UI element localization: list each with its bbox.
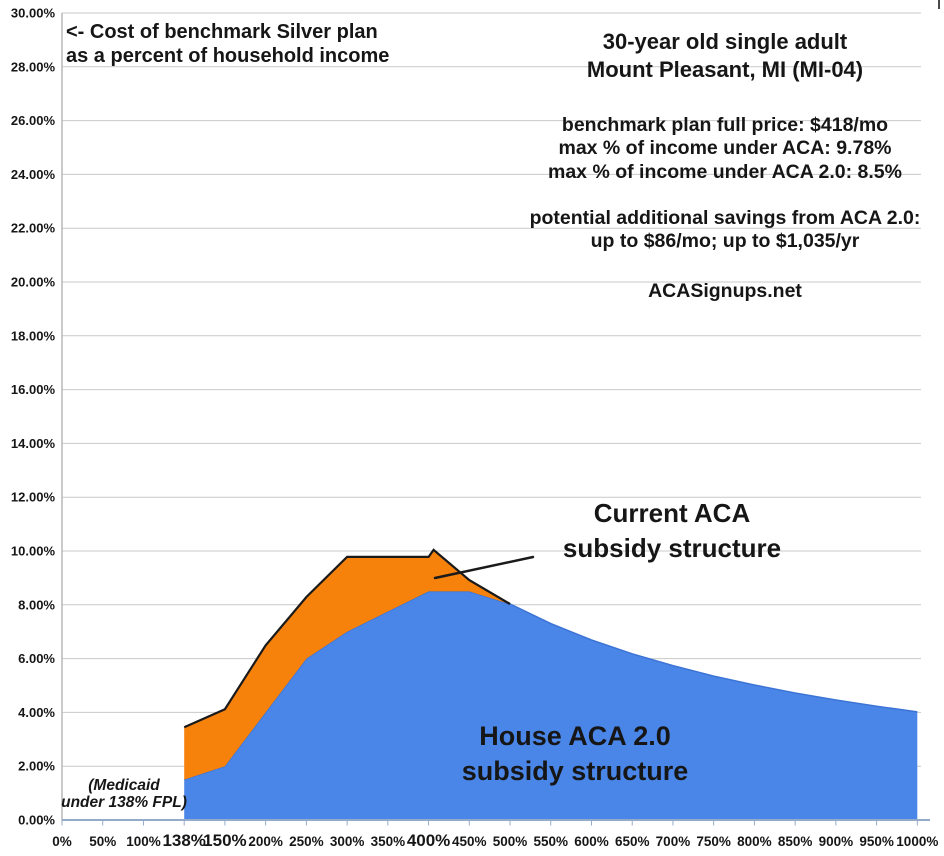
x-axis-label: 550% bbox=[533, 834, 568, 849]
x-axis-label: 650% bbox=[615, 834, 650, 849]
y-axis-label: 20.00% bbox=[11, 275, 56, 290]
x-axis-label: 500% bbox=[493, 834, 528, 849]
medicaid-note-line1: (Medicaid bbox=[88, 777, 160, 794]
savings-note: potential additional savings from ACA 2.… bbox=[475, 207, 944, 254]
y-axis-label: 12.00% bbox=[11, 490, 56, 505]
y-axis-label: 8.00% bbox=[18, 597, 55, 612]
x-axis-label: 900% bbox=[819, 834, 854, 849]
x-axis-label: 250% bbox=[289, 834, 324, 849]
y-axis-label: 10.00% bbox=[11, 544, 56, 559]
x-axis-label: 200% bbox=[248, 834, 283, 849]
max-pct-aca2-line: max % of income under ACA 2.0: 8.5% bbox=[548, 160, 902, 183]
medicaid-note-line2: under 138% FPL) bbox=[61, 794, 187, 812]
current-aca-area-label-line2: subsidy structure bbox=[562, 532, 782, 563]
x-axis-label: 750% bbox=[696, 834, 731, 849]
current-aca-callout-line bbox=[433, 555, 535, 580]
chart-title-line1: 30-year old single adult bbox=[602, 29, 848, 54]
y-axis-description-line1: <- Cost of benchmark Silver plan bbox=[66, 21, 378, 43]
source-attribution: ACASignups.net bbox=[648, 280, 802, 302]
y-axis-label: 16.00% bbox=[11, 382, 56, 397]
y-axis-label: 24.00% bbox=[11, 167, 56, 182]
y-axis-label: 18.00% bbox=[11, 328, 56, 343]
y-axis-label: 2.00% bbox=[18, 759, 55, 774]
chart-title: 30-year old single adult Mount Pleasant,… bbox=[505, 28, 944, 84]
x-axis-label: 138% bbox=[162, 831, 205, 850]
x-axis-label: 50% bbox=[89, 834, 116, 849]
benchmark-price-line: benchmark plan full price: $418/mo bbox=[561, 114, 889, 136]
x-axis-label: 800% bbox=[737, 834, 772, 849]
y-axis-label: 14.00% bbox=[11, 436, 56, 451]
medicaid-note: (Medicaid under 138% FPL) bbox=[44, 777, 204, 811]
y-axis-label: 28.00% bbox=[11, 59, 56, 74]
plan-details: benchmark plan full price: $418/mo max %… bbox=[475, 114, 944, 184]
y-axis-description-line2: as a percent of household income bbox=[66, 45, 390, 68]
x-axis-label: 400% bbox=[407, 831, 450, 850]
max-pct-aca-line: max % of income under ACA: 9.78% bbox=[558, 137, 892, 160]
y-axis-label: 4.00% bbox=[18, 705, 55, 720]
x-axis-label: 700% bbox=[656, 834, 691, 849]
x-axis-label: 450% bbox=[452, 834, 487, 849]
house-aca-area-label-line2: subsidy structure bbox=[461, 756, 689, 787]
house-aca-area-label: House ACA 2.0 subsidy structure bbox=[390, 719, 760, 789]
area-house-aca bbox=[184, 591, 918, 820]
x-axis-label: 350% bbox=[371, 834, 406, 849]
savings-note-line2: up to $86/mo; up to $1,035/yr bbox=[590, 230, 860, 253]
x-axis-label: 950% bbox=[859, 834, 894, 849]
y-axis-label: 22.00% bbox=[11, 221, 56, 236]
y-axis-label: 30.00% bbox=[11, 6, 56, 21]
house-aca-area-label-line1: House ACA 2.0 bbox=[479, 721, 671, 751]
x-axis-label: 150% bbox=[203, 831, 246, 850]
y-axis-label: 6.00% bbox=[18, 651, 55, 666]
x-axis-label: 850% bbox=[778, 834, 813, 849]
x-axis-label: 100% bbox=[126, 834, 161, 849]
chart-title-line2: Mount Pleasant, MI (MI-04) bbox=[586, 56, 864, 82]
area-current-aca bbox=[184, 549, 510, 780]
y-axis-description: <- Cost of benchmark Silver plan as a pe… bbox=[66, 20, 389, 69]
current-aca-outline bbox=[183, 548, 511, 729]
current-aca-area-label-line1: Current ACA bbox=[593, 498, 751, 528]
savings-note-line1: potential additional savings from ACA 2.… bbox=[529, 207, 921, 229]
x-axis-label: 300% bbox=[330, 834, 365, 849]
x-axis-label: 0% bbox=[52, 834, 72, 849]
x-axis-label: 600% bbox=[574, 834, 609, 849]
y-axis-label: 0.00% bbox=[18, 813, 55, 828]
x-axis-label: 1000% bbox=[896, 834, 938, 849]
current-aca-area-label: Current ACA subsidy structure bbox=[487, 496, 857, 565]
y-axis-label: 26.00% bbox=[11, 113, 56, 128]
